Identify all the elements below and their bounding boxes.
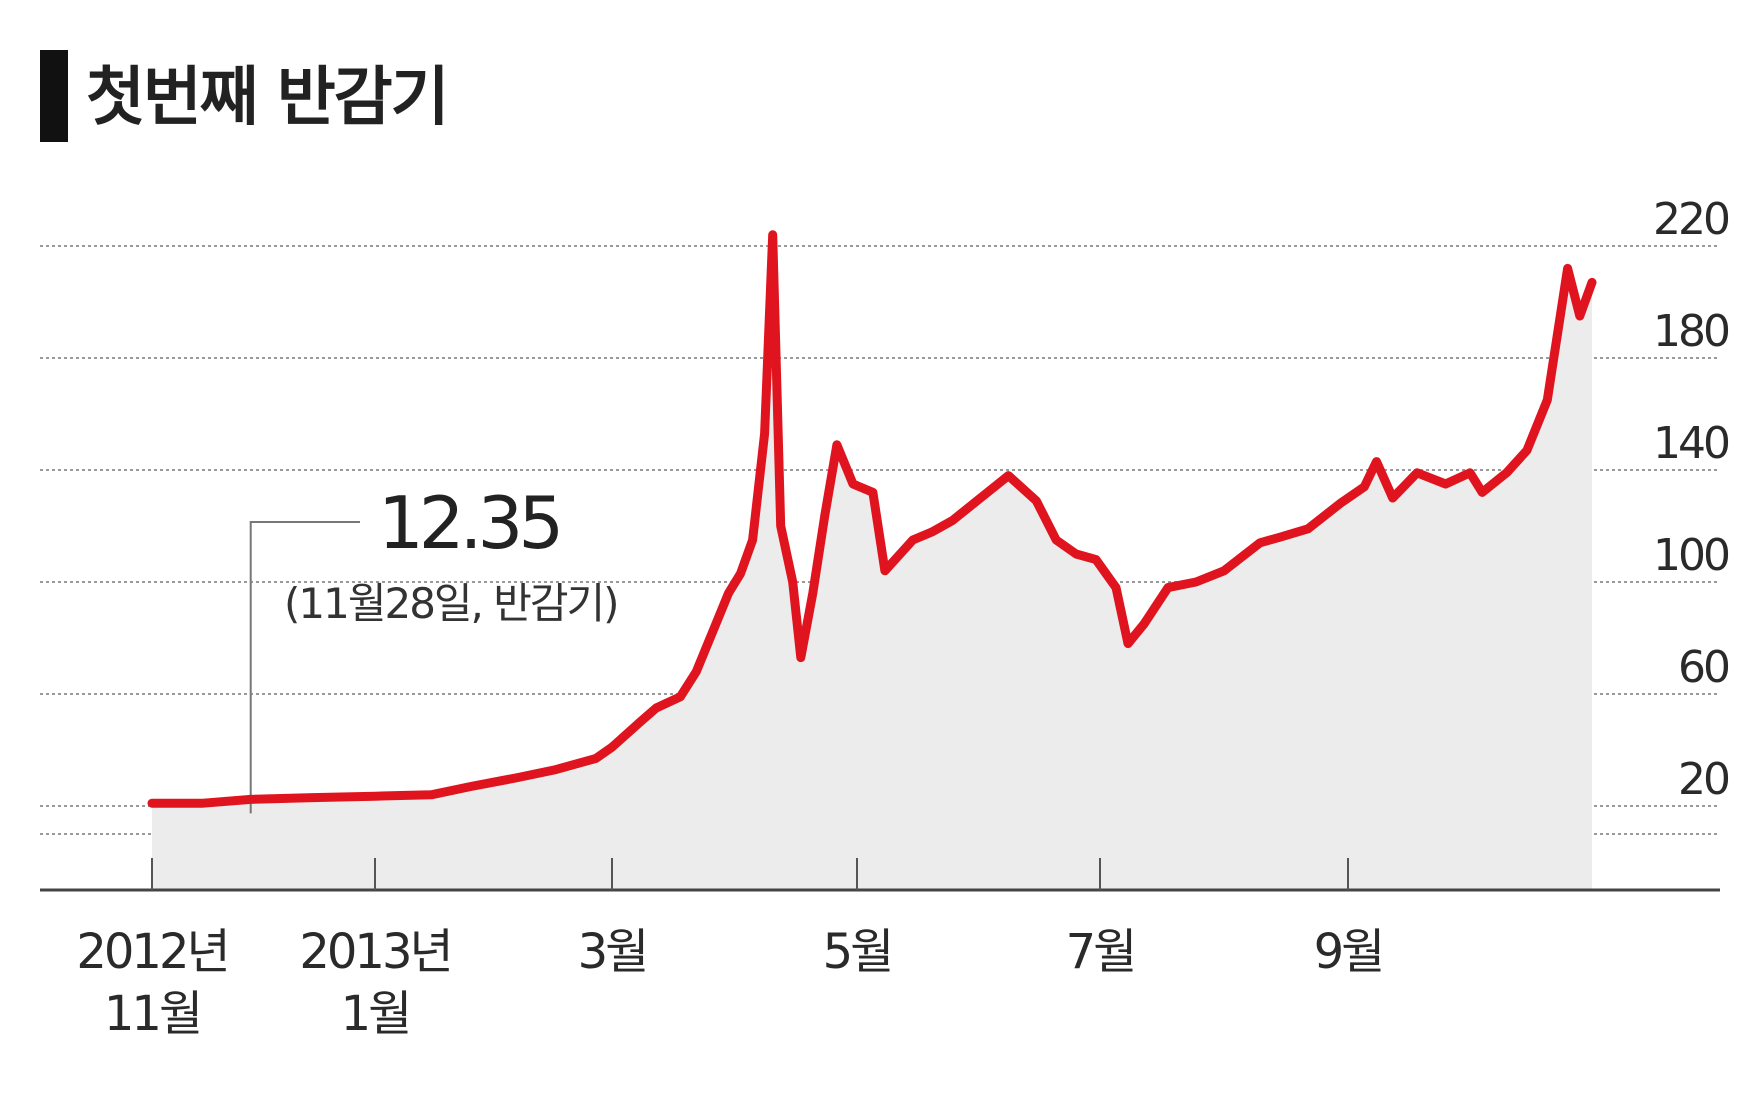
annotation-leader-line (249, 521, 360, 814)
x-tick-label: 5월 (823, 924, 892, 980)
x-tick-label: 2012년 (76, 924, 227, 980)
annotation-value: 12.35 (378, 481, 559, 565)
x-tick-label: 3월 (578, 924, 647, 980)
price-line (147, 230, 1597, 808)
y-axis-ticks: 20 60 100 140 180 220 (1653, 194, 1732, 805)
x-tick-label: 9월 (1314, 924, 1383, 980)
x-tick-label: 7월 (1066, 924, 1135, 980)
y-tick-label: 220 (1653, 194, 1729, 245)
annotation-note: (11월28일, 반감기) (284, 579, 618, 628)
y-tick-label: 180 (1653, 306, 1729, 357)
x-axis-ticks: 2012년 11월 2013년 1월 3월 5월 7월 9월 (76, 858, 1385, 1042)
y-tick-label: 60 (1678, 642, 1729, 693)
y-tick-label: 20 (1678, 754, 1729, 805)
x-tick-label: 1월 (341, 986, 410, 1042)
x-tick-label: 11월 (104, 986, 200, 1042)
y-tick-label: 100 (1653, 530, 1729, 581)
price-area-fill (152, 234, 1592, 891)
title-marker (40, 50, 68, 142)
chart-title: 첫번째 반감기 (86, 61, 450, 135)
y-tick-label: 140 (1653, 418, 1729, 469)
x-tick-label: 2013년 (299, 924, 450, 980)
